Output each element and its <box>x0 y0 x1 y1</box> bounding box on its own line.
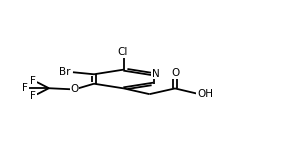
Text: O: O <box>171 68 179 78</box>
Text: Cl: Cl <box>117 46 128 57</box>
Text: O: O <box>70 84 79 94</box>
Text: N: N <box>152 69 159 79</box>
Text: F: F <box>30 91 36 101</box>
Text: Br: Br <box>59 67 70 77</box>
Text: OH: OH <box>197 89 213 99</box>
Text: F: F <box>30 76 36 85</box>
Text: F: F <box>22 83 27 93</box>
